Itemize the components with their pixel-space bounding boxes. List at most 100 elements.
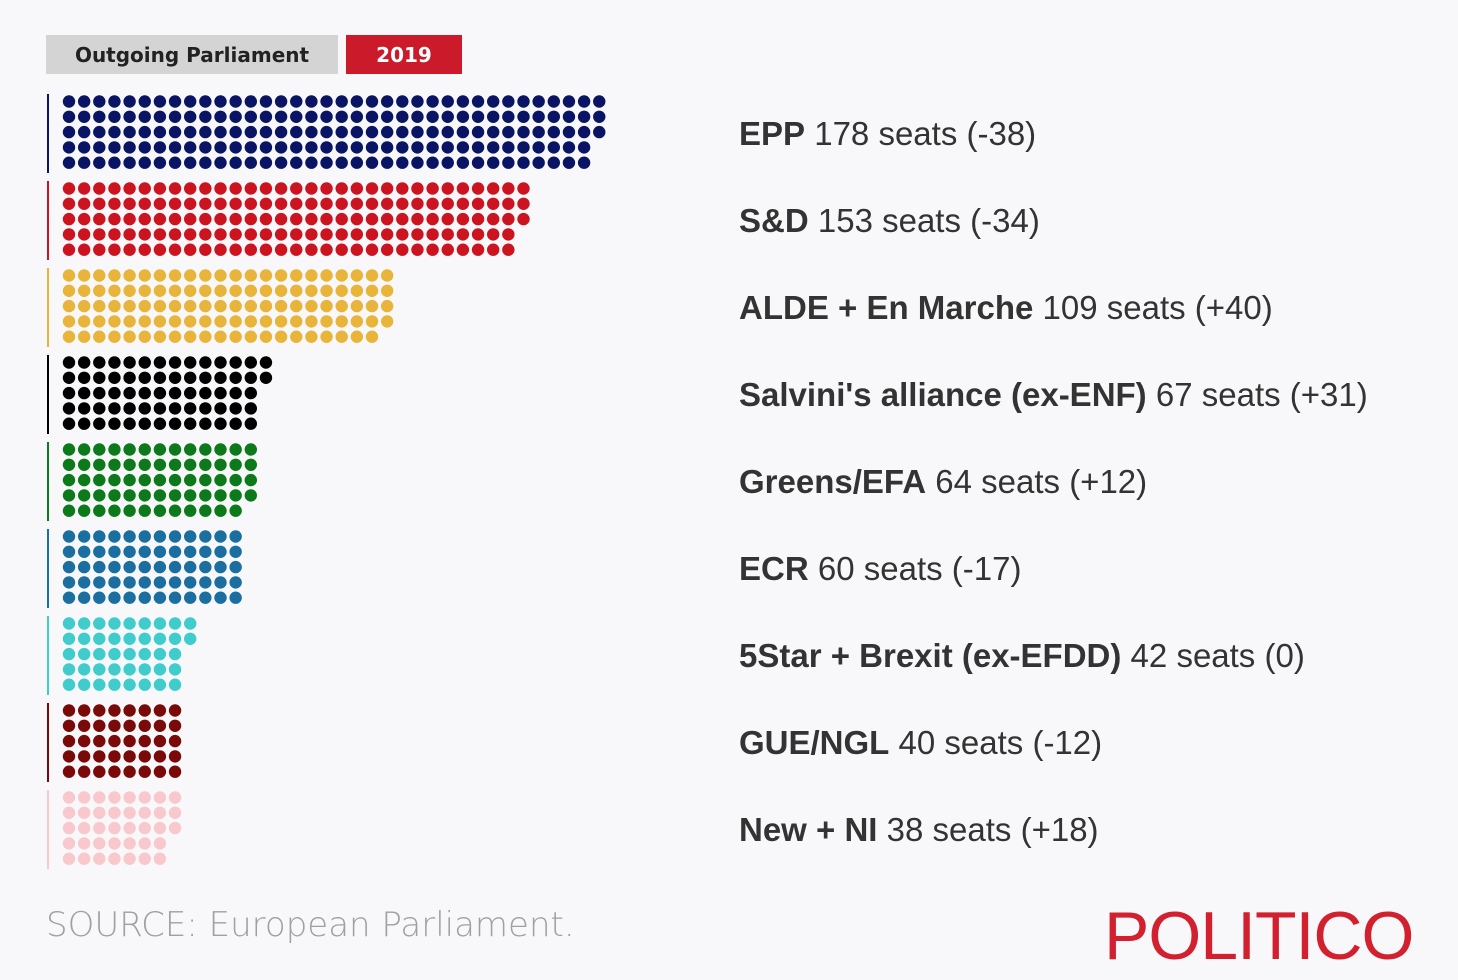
seat-dot: [77, 852, 91, 865]
seat-dot: [274, 212, 288, 226]
seat-dot: [123, 617, 136, 630]
seat-dot: [93, 530, 106, 543]
seat-dot: [168, 719, 182, 732]
seat-dot: [259, 269, 273, 282]
seat-change: (-12): [1032, 724, 1103, 761]
seat-dot: [502, 110, 515, 124]
seat-dot: [108, 473, 121, 487]
seat-dot: [199, 212, 212, 226]
seat-dot: [593, 95, 606, 108]
seat-dot: [77, 647, 91, 661]
seat-dot: [138, 647, 151, 661]
seat-dot: [305, 110, 318, 124]
seat-dot: [168, 791, 182, 804]
seat-dot: [62, 125, 76, 139]
seat-dot: [350, 182, 364, 195]
seat-dot: [259, 284, 273, 297]
seat-dot: [77, 663, 91, 676]
seat-dot: [77, 704, 91, 717]
seat-dot: [184, 110, 197, 124]
seat-dot: [456, 182, 470, 195]
party-name: ECR: [739, 550, 809, 587]
seat-dot: [62, 576, 76, 589]
seat-dot: [123, 504, 136, 517]
seat-dot: [199, 386, 212, 400]
seat-dot: [290, 269, 303, 282]
seat-dot: [93, 110, 106, 124]
seat-dot: [229, 141, 242, 154]
seat-dot: [320, 141, 333, 154]
seat-dot: [426, 125, 439, 139]
seat-dot: [123, 228, 136, 241]
seat-dot: [244, 197, 257, 210]
seat-dot: [168, 591, 182, 604]
seat-dot: [93, 315, 106, 328]
seat-dot: [77, 315, 91, 328]
seat-dot: [229, 560, 242, 574]
seat-dot: [108, 504, 121, 517]
seat-dot: [199, 243, 212, 256]
seat-dot: [153, 417, 167, 430]
seat-dot: [441, 110, 454, 124]
seat-dot: [274, 299, 288, 313]
seat-dot: [441, 125, 454, 139]
seat-dot: [517, 197, 530, 210]
seat-dot: [214, 315, 227, 328]
seat-dot: [259, 212, 273, 226]
seat-dot: [62, 386, 76, 400]
seat-dot: [335, 125, 348, 139]
tab-outgoing-parliament[interactable]: Outgoing Parliament: [46, 35, 338, 74]
seats-word: seats: [981, 463, 1061, 500]
seat-dot: [320, 125, 333, 139]
seat-dot: [123, 269, 136, 282]
seat-dot: [350, 156, 364, 169]
seat-dot: [123, 330, 136, 343]
seat-dot: [350, 197, 364, 210]
seat-dot: [153, 356, 167, 369]
seat-dot: [138, 791, 151, 804]
seat-dot: [562, 95, 576, 108]
seat-dot: [365, 110, 379, 124]
seat-change: (-38): [966, 115, 1037, 152]
seat-dot: [153, 489, 167, 502]
seat-dot: [93, 243, 106, 256]
seat-dot: [184, 156, 197, 169]
seat-dot: [168, 504, 182, 517]
politico-logo[interactable]: POLITICO: [1104, 898, 1414, 974]
seat-dot: [168, 386, 182, 400]
seat-dot: [593, 125, 606, 139]
seat-dot: [184, 330, 197, 343]
seat-dot: [168, 110, 182, 124]
seat-dot: [305, 182, 318, 195]
seat-dot: [153, 837, 167, 850]
seat-dot: [487, 125, 500, 139]
seat-dot: [184, 402, 197, 415]
seat-dot: [274, 125, 288, 139]
seat-group: [62, 356, 273, 430]
seat-dot: [487, 197, 500, 210]
seat-dot: [138, 591, 151, 604]
seat-dot: [199, 182, 212, 195]
seat-dot: [456, 156, 470, 169]
seat-dot: [214, 560, 227, 574]
seat-dot: [62, 632, 76, 645]
seat-dot: [168, 197, 182, 210]
seat-dot: [168, 647, 182, 661]
seat-dot: [93, 125, 106, 139]
seat-dot: [123, 489, 136, 502]
seat-dot: [108, 182, 121, 195]
seat-dot: [77, 632, 91, 645]
seat-dot: [320, 330, 333, 343]
seat-dot: [77, 299, 91, 313]
seat-dot: [77, 530, 91, 543]
seat-dot: [153, 371, 167, 384]
seat-dot: [153, 269, 167, 282]
seat-dot: [62, 402, 76, 415]
seat-dot: [123, 821, 136, 835]
seat-dot: [335, 284, 348, 297]
seat-dot: [123, 243, 136, 256]
seat-dot: [199, 473, 212, 487]
seat-dot: [77, 141, 91, 154]
seat-dot: [138, 719, 151, 732]
tab-2019[interactable]: 2019: [346, 35, 462, 74]
